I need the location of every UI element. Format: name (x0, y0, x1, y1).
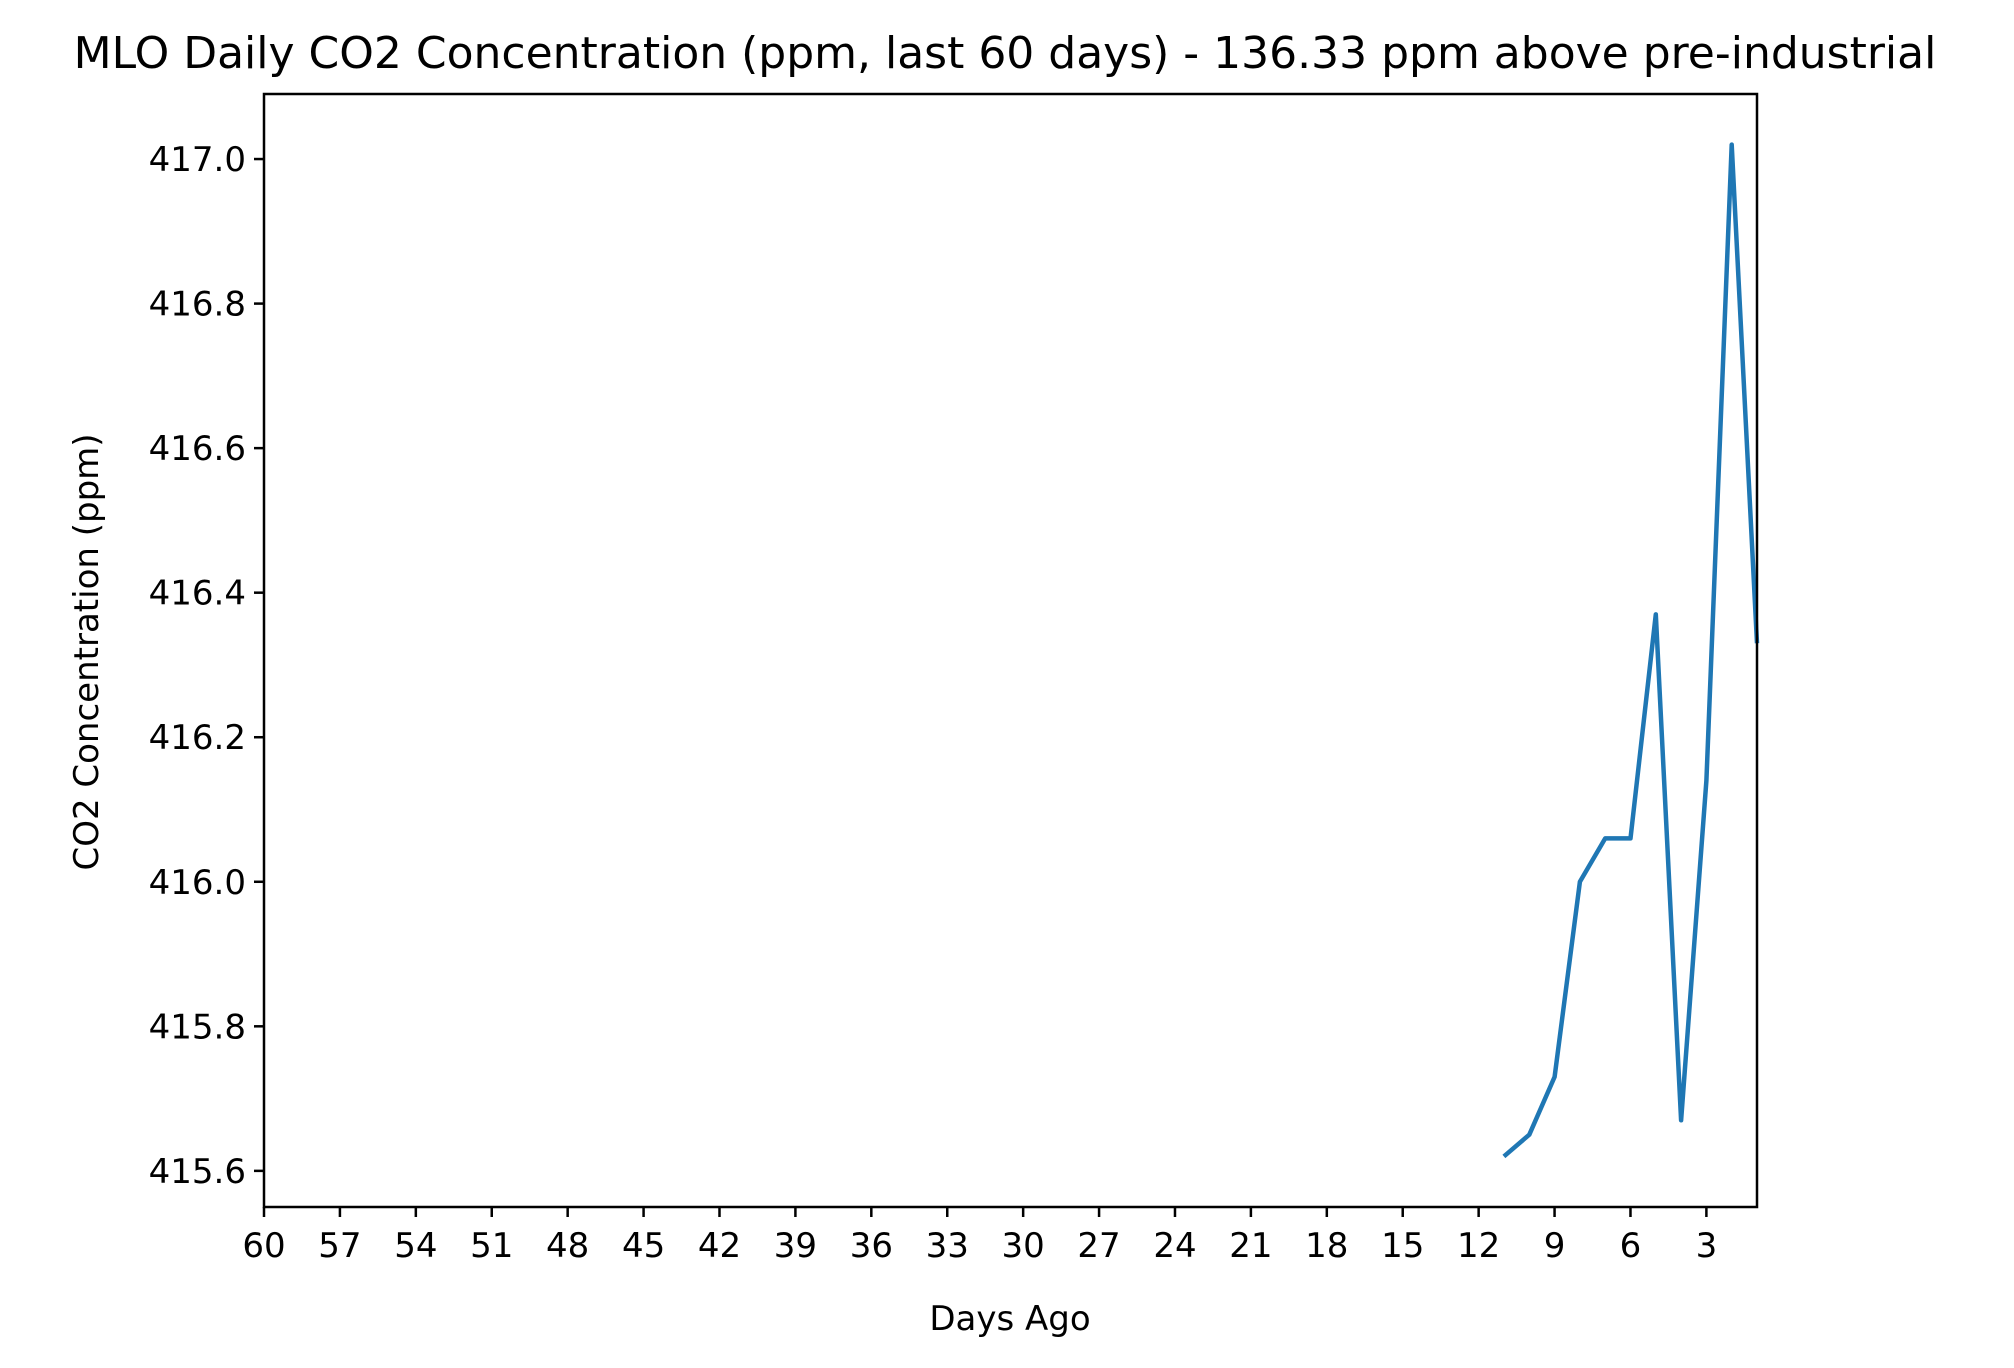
x-tick-label: 42 (698, 1226, 741, 1266)
plot-frame (262, 92, 1759, 1209)
y-axis-ticks: 415.6 415.8 416.0 416.2 416.4 416.6 416.8 417.0 (149, 140, 264, 1192)
series-layer (1502, 142, 1760, 1159)
x-tick-label: 24 (1153, 1226, 1196, 1266)
y-tick-label: 416.2 (149, 718, 246, 758)
x-tick-label: 60 (242, 1226, 285, 1266)
x-tick-label: 48 (546, 1226, 589, 1266)
x-tick-label: 54 (394, 1226, 437, 1266)
y-tick-label: 415.8 (149, 1007, 246, 1047)
y-tick-label: 416.0 (149, 863, 246, 903)
x-tick-label: 15 (1381, 1226, 1424, 1266)
x-tick-label: 9 (1544, 1226, 1566, 1266)
x-tick-label: 27 (1077, 1226, 1120, 1266)
y-tick-label: 417.0 (149, 140, 246, 180)
y-tick-label: 416.8 (149, 285, 246, 325)
chart-title: MLO Daily CO2 Concentration (ppm, last 6… (74, 28, 1937, 79)
x-tick-label: 12 (1457, 1226, 1500, 1266)
x-axis-label: Days Ago (929, 1299, 1090, 1339)
co2-series-line (1502, 142, 1760, 1159)
x-tick-label: 30 (1002, 1226, 1045, 1266)
x-tick-label: 57 (318, 1226, 361, 1266)
x-tick-label: 51 (470, 1226, 513, 1266)
x-tick-label: 39 (774, 1226, 817, 1266)
y-tick-label: 416.6 (149, 429, 246, 469)
x-tick-label: 18 (1305, 1226, 1348, 1266)
x-tick-label: 21 (1229, 1226, 1272, 1266)
x-tick-label: 6 (1620, 1226, 1642, 1266)
x-tick-label: 3 (1696, 1226, 1718, 1266)
y-axis-label: CO2 Concentration (ppm) (67, 433, 107, 870)
x-tick-label: 45 (622, 1226, 665, 1266)
y-tick-label: 416.4 (149, 574, 246, 614)
x-tick-label: 36 (850, 1226, 893, 1266)
y-tick-label: 415.6 (149, 1152, 246, 1192)
x-tick-label: 33 (926, 1226, 969, 1266)
x-axis-ticks: 60 57 54 51 48 45 42 39 36 33 30 27 24 21 18 15 12 9 6 3 (242, 1207, 1717, 1266)
